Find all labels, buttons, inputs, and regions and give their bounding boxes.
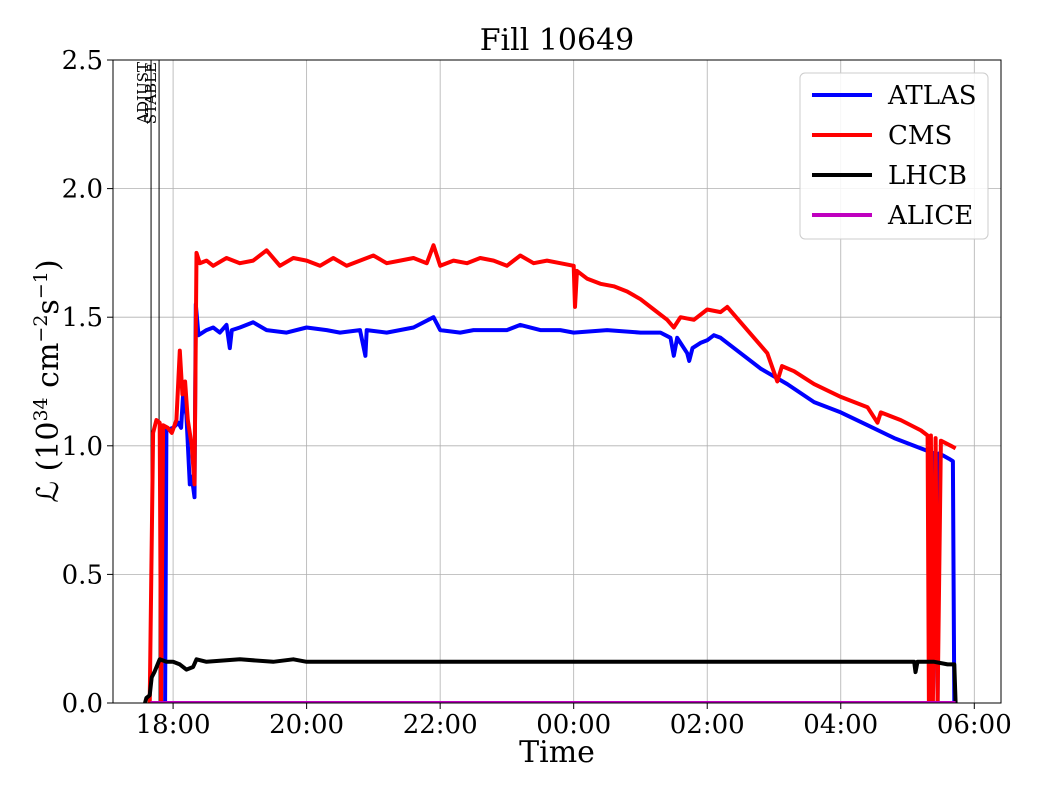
series-line-cms — [147, 243, 957, 703]
x-axis: 18:00 20:00 22:00 00:00 02:00 04:00 06:00 — [136, 703, 1012, 740]
legend-label-lhcb: LHCB — [888, 161, 967, 191]
plot-frame — [112, 59, 1002, 704]
legend: ATLAS CMS LHCB ALICE — [799, 72, 989, 240]
series-lines — [143, 243, 958, 703]
x-tick-label: 18:00 — [136, 710, 211, 740]
y-axis: 0.0 0.5 1.0 1.5 2.0 2.5 — [62, 46, 113, 719]
x-tick-label: 02:00 — [670, 710, 745, 740]
legend-label-alice: ALICE — [887, 201, 973, 231]
y-tick-label: 1.0 — [62, 432, 103, 462]
y-axis-label: ℒ (1034 cm−2s−1) — [30, 259, 66, 502]
series-line-lhcb — [143, 657, 958, 703]
y-tick-label: 1.5 — [62, 303, 103, 333]
y-tick-label: 2.5 — [62, 46, 103, 76]
y-tick-label: 0.0 — [62, 689, 103, 719]
legend-label-cms: CMS — [888, 121, 952, 151]
chart-title: Fill 10649 — [480, 23, 635, 58]
y-tick-label: 2.0 — [62, 175, 103, 205]
x-tick-label: 20:00 — [269, 710, 344, 740]
phase-label-stable: STABLE — [142, 62, 160, 124]
x-tick-label: 22:00 — [403, 710, 478, 740]
legend-box — [799, 72, 989, 240]
legend-label-atlas: ATLAS — [887, 81, 977, 111]
y-tick-label: 0.5 — [62, 560, 103, 590]
x-tick-label: 04:00 — [803, 710, 878, 740]
x-tick-label: 06:00 — [937, 710, 1012, 740]
series-line-atlas — [150, 302, 957, 703]
phase-label-adjust: ADJUST — [134, 62, 152, 125]
x-axis-label: Time — [519, 735, 595, 770]
x-tick-label: 00:00 — [536, 710, 611, 740]
